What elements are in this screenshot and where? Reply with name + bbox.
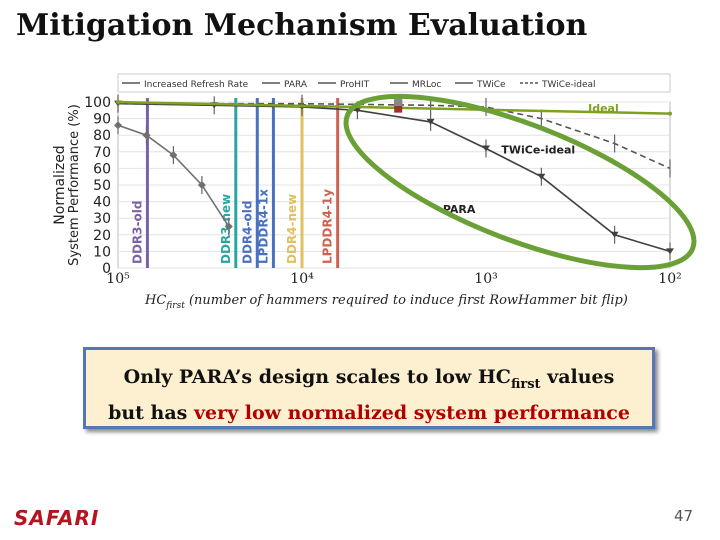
- legend-label: MRLoc: [412, 80, 441, 90]
- data-point: [537, 173, 546, 180]
- y-tick-label: 50: [93, 178, 111, 194]
- points: [394, 98, 403, 113]
- page-number: 47: [674, 507, 694, 525]
- y-tick-label: 90: [93, 112, 111, 128]
- slide-title: Mitigation Mechanism Evaluation: [16, 8, 588, 43]
- data-point: [668, 111, 672, 116]
- device-line-label: DDR3-old: [130, 201, 144, 264]
- data-point: [116, 100, 120, 104]
- data-point: [394, 98, 403, 106]
- data-point: [610, 231, 619, 238]
- data-point: [394, 104, 403, 113]
- y-tick-label: 80: [93, 128, 111, 144]
- legend-label: ProHIT: [340, 80, 370, 90]
- x-tick-label: 10³: [474, 271, 497, 287]
- legend-label: Increased Refresh Rate: [144, 80, 249, 90]
- data-point: [482, 145, 490, 152]
- y-tick-label: 0: [102, 261, 111, 277]
- callout-line-1: Only PARA’s design scales to low HCfirst…: [123, 366, 615, 392]
- device-line-label: DDR4-new: [285, 194, 299, 264]
- data-point: [426, 118, 435, 125]
- x-tick-labels: 10⁵ 10⁴ 10³ 10²: [106, 271, 681, 287]
- y-tick-label: 20: [93, 228, 111, 244]
- data-point: [169, 151, 178, 160]
- x-tick-label: 10⁴: [290, 271, 314, 287]
- callout-line-2: but has very low normalized system perfo…: [108, 401, 630, 424]
- y-tick-label: 10: [93, 244, 111, 260]
- y-axis-label-line1: Normalized: [52, 145, 68, 224]
- data-point: [197, 181, 206, 189]
- data-point: [224, 222, 233, 231]
- data-point: [666, 248, 674, 255]
- legend-label: TWiCe-ideal: [541, 80, 596, 90]
- series: [114, 94, 674, 261]
- device-line-label: DDR3-new: [219, 194, 233, 264]
- legend: Increased Refresh Rate PARA ProHIT MRLoc TWi…: [122, 80, 596, 90]
- device-line-label: LPDDR4-1x: [256, 189, 270, 264]
- device-line-label: DDR4-old: [240, 201, 254, 264]
- safari-logo: SAFARI: [14, 506, 100, 530]
- y-tick-label: 60: [93, 161, 111, 177]
- y-tick-label: 40: [93, 195, 111, 211]
- series-line: [117, 100, 671, 115]
- annotation-label: TWiCe-ideal: [501, 143, 575, 156]
- legend-label: TWiCe: [476, 80, 506, 90]
- y-tick-label: 30: [93, 211, 111, 227]
- legend-label: PARA: [284, 80, 308, 90]
- scaling-highlight-ellipse: [343, 93, 697, 271]
- x-axis-label: HCfirst (number of hammers required to i…: [144, 293, 628, 311]
- annotation-label: Ideal: [588, 102, 619, 115]
- device-lines: DDR3-old DDR3-new DDR4-old LPDDR4-1x DDR4-ne…: [130, 98, 340, 268]
- x-tick-label: 10²: [658, 271, 681, 287]
- y-tick-label: 100: [84, 95, 111, 111]
- device-line-label: LPDDR4-1y: [321, 189, 335, 264]
- y-axis-label-line2: System Performance (%): [67, 104, 82, 266]
- x-tick-label: 10⁵: [106, 271, 130, 287]
- data-point: [114, 121, 122, 130]
- y-tick-label: 70: [93, 145, 111, 161]
- callout-box: Only PARA’s design scales to low HCfirst…: [83, 347, 655, 429]
- grid: [118, 101, 670, 269]
- data-point: [142, 131, 151, 140]
